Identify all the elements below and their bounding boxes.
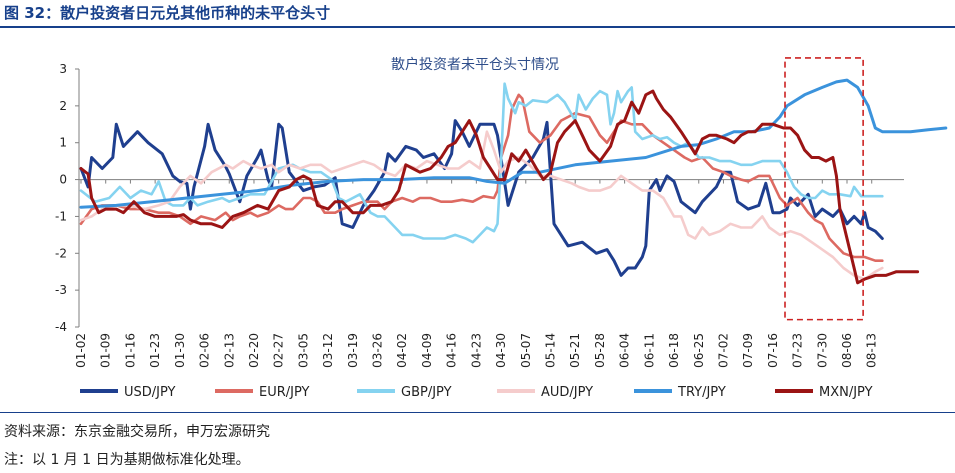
x-tick-label: 02-27 [272, 333, 286, 368]
x-tick-label: 07-02 [716, 333, 730, 368]
legend-label-gbp-jpy: GBP/JPY [401, 385, 452, 400]
series-line-try-jpy [79, 78, 948, 209]
series-line-mxn-jpy [79, 89, 920, 285]
x-tick-label: 01-16 [123, 333, 137, 368]
figure-title: 图 32：散户投资者日元兑其他币种的未平仓头寸 [4, 4, 331, 22]
x-tick-label: 02-20 [247, 333, 261, 368]
legend-label-eur-jpy: EUR/JPY [259, 385, 310, 400]
x-tick-label: 07-16 [766, 333, 780, 368]
x-tick-label: 03-19 [346, 333, 360, 368]
y-tick-label: -2 [55, 246, 67, 260]
legend-label-aud-jpy: AUD/JPY [541, 385, 593, 400]
x-tick-label: 03-05 [296, 333, 310, 368]
footer-rule [0, 412, 955, 413]
x-tick-label: 04-02 [395, 333, 409, 368]
legend-label-mxn-jpy: MXN/JPY [819, 385, 873, 400]
x-tick-label: 01-02 [74, 333, 88, 368]
footnote: 注：以 1 月 1 日为基期做标准化处理。 [4, 452, 250, 468]
legend-label-usd-jpy: USD/JPY [124, 385, 176, 400]
series-line-usd-jpy [79, 119, 884, 277]
x-tick-label: 07-09 [741, 333, 755, 368]
x-tick-label: 06-18 [667, 333, 681, 368]
chart-legend: USD/JPY EUR/JPY GBP/JPY AUD/JPY TRY/JPY MXN/J… [80, 385, 873, 400]
x-tick-label: 07-30 [815, 333, 829, 368]
y-tick-label: 3 [59, 62, 67, 76]
x-tick-label: 06-04 [618, 333, 632, 368]
x-tick-label: 08-06 [840, 333, 854, 368]
x-tick-label: 05-21 [568, 333, 582, 368]
x-tick-label: 03-26 [371, 333, 385, 368]
chart-series [79, 78, 948, 285]
x-tick-label: 07-23 [791, 333, 805, 368]
title-rule [0, 26, 955, 28]
y-tick-label: -1 [55, 209, 67, 223]
x-tick-label: 03-12 [321, 333, 335, 368]
x-tick-label: 02-06 [198, 333, 212, 368]
y-tick-label: -3 [55, 283, 67, 297]
x-tick-label: 06-11 [642, 333, 656, 368]
legend-label-try-jpy: TRY/JPY [677, 385, 726, 400]
y-tick-label: 1 [59, 136, 67, 150]
chart-axes: 3 2 1 0 -1 -2 -3 -4 01-02 01-09 01-16 01-23 01-30 02-… [55, 62, 904, 368]
chart-title: 散户投资者未平仓头寸情况 [391, 56, 559, 73]
y-tick-label: 0 [59, 173, 67, 187]
x-tick-label: 05-07 [519, 333, 533, 368]
x-tick-label: 04-16 [445, 333, 459, 368]
x-tick-label: 05-14 [543, 333, 557, 368]
x-tick-label: 01-09 [99, 333, 113, 368]
x-tick-label: 04-23 [469, 333, 483, 368]
x-tick-label: 04-30 [494, 333, 508, 368]
series-line-eur-jpy [79, 93, 884, 262]
x-tick-label: 05-28 [593, 333, 607, 368]
x-tick-label: 06-25 [692, 333, 706, 368]
x-tick-label: 04-09 [420, 333, 434, 368]
y-tick-label: -4 [55, 320, 67, 334]
source-note: 资料来源：东京金融交易所，申万宏源研究 [4, 424, 270, 440]
x-tick-label: 01-30 [173, 333, 187, 368]
series-line-gbp-jpy [79, 82, 884, 244]
x-tick-label: 01-23 [148, 333, 162, 368]
x-tick-label: 08-13 [865, 333, 879, 368]
line-chart: 散户投资者未平仓头寸情况 3 2 1 0 -1 -2 -3 -4 01-02 01-09 01-16… [55, 56, 948, 400]
x-tick-label: 02-13 [222, 333, 236, 368]
series-line-aud-jpy [79, 130, 884, 281]
y-tick-label: 2 [59, 99, 67, 113]
